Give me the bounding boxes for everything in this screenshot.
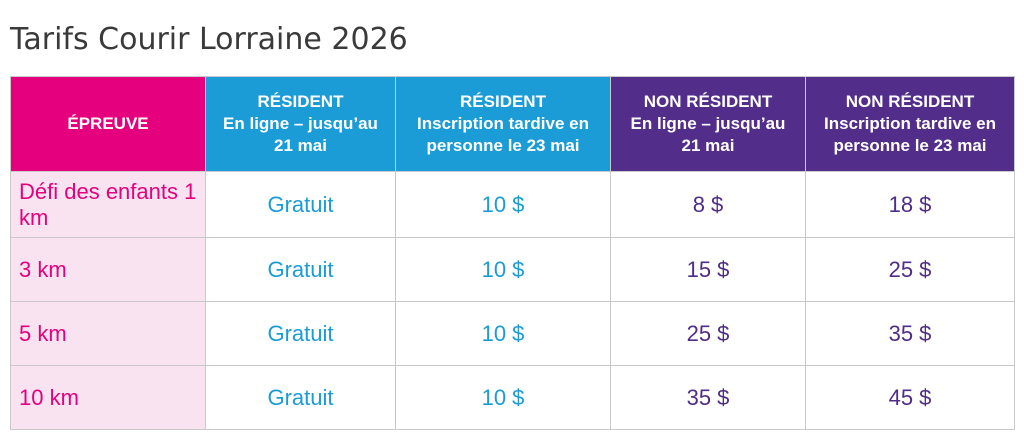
- header-line: 21 mai: [681, 135, 735, 155]
- price-cell: 25 $: [610, 301, 806, 366]
- header-line: 21 mai: [274, 135, 327, 155]
- price-cell: Gratuit: [205, 301, 396, 366]
- header-epreuve: ÉPREUVE: [10, 76, 206, 172]
- table-row: 10 km Gratuit 10 $ 35 $ 45 $: [10, 365, 1015, 430]
- table-body: Défi des enfants 1 km Gratuit 10 $ 8 $ 1…: [10, 171, 1015, 430]
- header-line: Inscription tardive en: [824, 114, 996, 134]
- price-cell: 15 $: [610, 237, 806, 302]
- price-cell: 10 $: [395, 365, 611, 430]
- event-cell: 10 km: [10, 365, 206, 430]
- header-line: Inscription tardive en: [417, 114, 589, 134]
- price-cell: 8 $: [610, 171, 806, 238]
- price-cell: Gratuit: [205, 365, 396, 430]
- price-cell: Gratuit: [205, 171, 396, 238]
- price-cell: 25 $: [805, 237, 1015, 302]
- header-line: En ligne – jusqu’au: [630, 114, 786, 134]
- price-cell: 10 $: [395, 237, 611, 302]
- tariff-table: ÉPREUVE RÉSIDENT En ligne – jusqu’au 21 …: [10, 76, 1015, 430]
- price-cell: 45 $: [805, 365, 1015, 430]
- price-cell: 35 $: [805, 301, 1015, 366]
- event-cell: 5 km: [10, 301, 206, 366]
- page-title: Tarifs Courir Lorraine 2026: [10, 22, 408, 57]
- header-line: NON RÉSIDENT: [643, 92, 773, 112]
- header-line: RÉSIDENT: [257, 92, 344, 112]
- price-cell: 10 $: [395, 171, 611, 238]
- header-line: RÉSIDENT: [460, 92, 546, 112]
- event-cell: Défi des enfants 1 km: [10, 171, 206, 238]
- event-cell: 3 km: [10, 237, 206, 302]
- table-header: ÉPREUVE RÉSIDENT En ligne – jusqu’au 21 …: [10, 76, 1015, 172]
- header-nonresident-late: NON RÉSIDENT Inscription tardive en pers…: [805, 76, 1015, 172]
- price-cell: 35 $: [610, 365, 806, 430]
- table-row: 3 km Gratuit 10 $ 15 $ 25 $: [10, 237, 1015, 302]
- header-line: personne le 23 mai: [833, 135, 987, 155]
- table-row: 5 km Gratuit 10 $ 25 $ 35 $: [10, 301, 1015, 366]
- header-line: NON RÉSIDENT: [845, 92, 975, 112]
- header-row: ÉPREUVE RÉSIDENT En ligne – jusqu’au 21 …: [10, 76, 1015, 172]
- header-line: En ligne – jusqu’au: [223, 114, 378, 134]
- header-line: ÉPREUVE: [67, 114, 149, 134]
- price-cell: 10 $: [395, 301, 611, 366]
- header-resident-online: RÉSIDENT En ligne – jusqu’au 21 mai: [205, 76, 396, 172]
- table-row: Défi des enfants 1 km Gratuit 10 $ 8 $ 1…: [10, 171, 1015, 238]
- price-cell: 18 $: [805, 171, 1015, 238]
- header-resident-late: RÉSIDENT Inscription tardive en personne…: [395, 76, 611, 172]
- header-nonresident-online: NON RÉSIDENT En ligne – jusqu’au 21 mai: [610, 76, 806, 172]
- price-cell: Gratuit: [205, 237, 396, 302]
- header-line: personne le 23 mai: [426, 135, 580, 155]
